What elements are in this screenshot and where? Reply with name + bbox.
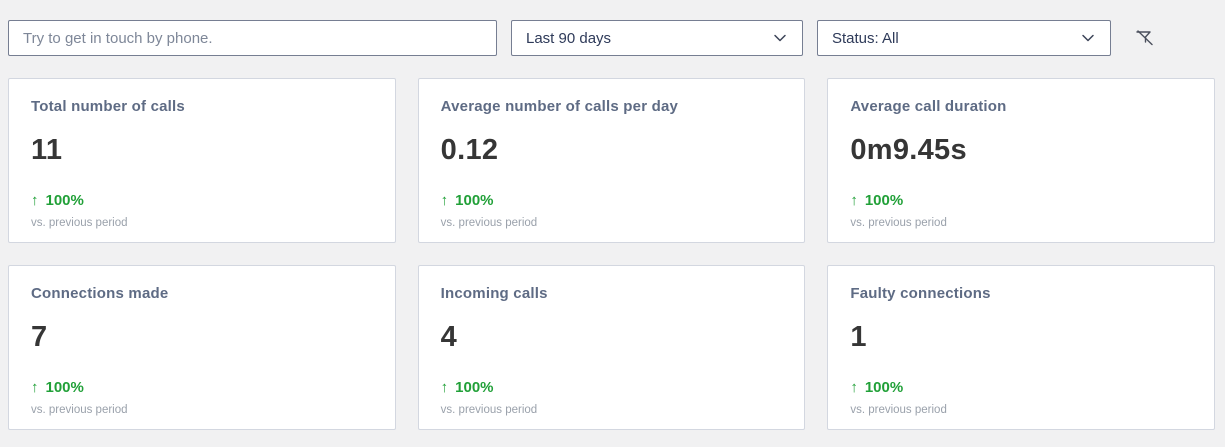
stat-card-total-calls: Total number of calls 11 ↑ 100% vs. prev… <box>8 78 396 243</box>
trend-percent: 100% <box>45 379 84 396</box>
status-dropdown[interactable]: Status: All <box>817 20 1111 56</box>
stat-card-title: Incoming calls <box>440 285 548 302</box>
stat-card-value: 1 <box>850 321 867 353</box>
trend-percent: 100% <box>864 379 904 396</box>
stat-card-comparison: vs. previous period <box>850 404 947 416</box>
trend-percent: 100% <box>455 192 494 209</box>
stat-card-comparison: vs. previous period <box>31 217 128 229</box>
trend-up-icon: ↑ <box>440 192 449 209</box>
trend-up-icon: ↑ <box>440 379 449 396</box>
stat-card-value: 7 <box>31 321 48 353</box>
trend-up-icon: ↑ <box>31 379 39 396</box>
filter-off-icon <box>1133 26 1157 50</box>
trend-up-icon: ↑ <box>850 379 858 396</box>
stat-card-avg-call-duration: Average call duration 0m9.45s ↑ 100% vs.… <box>827 78 1215 243</box>
search-input[interactable] <box>8 20 497 56</box>
filters-toolbar: Last 90 days Status: All <box>0 0 1225 56</box>
stat-card-title: Total number of calls <box>31 98 185 115</box>
chevron-down-icon <box>772 30 788 46</box>
stat-card-faulty-connections: Faulty connections 1 ↑ 100% vs. previous… <box>827 265 1215 430</box>
stat-card-value: 11 <box>31 134 63 166</box>
stat-card-comparison: vs. previous period <box>850 217 947 229</box>
stat-card-incoming-calls: Incoming calls 4 ↑ 100% vs. previous per… <box>417 265 806 430</box>
date-range-dropdown[interactable]: Last 90 days <box>511 20 803 56</box>
clear-filters-button[interactable] <box>1127 20 1163 56</box>
stat-card-comparison: vs. previous period <box>31 404 128 416</box>
trend-up-icon: ↑ <box>31 192 39 209</box>
stat-card-trend: ↑ 100% <box>31 192 373 209</box>
stat-card-value: 0m9.45s <box>850 134 967 166</box>
stat-card-trend: ↑ 100% <box>31 379 373 396</box>
stat-card-connections-made: Connections made 7 ↑ 100% vs. previous p… <box>8 265 396 430</box>
stat-card-title: Faulty connections <box>850 285 991 302</box>
stat-card-comparison: vs. previous period <box>440 217 538 229</box>
stat-card-trend: ↑ 100% <box>441 192 783 209</box>
stats-cards-grid: Total number of calls 11 ↑ 100% vs. prev… <box>0 56 1225 430</box>
trend-percent: 100% <box>45 192 84 209</box>
stat-card-title: Average number of calls per day <box>440 98 679 115</box>
chevron-down-icon <box>1080 30 1096 46</box>
stat-card-title: Average call duration <box>850 98 1007 115</box>
trend-percent: 100% <box>864 192 904 209</box>
date-range-value: Last 90 days <box>526 29 612 47</box>
trend-percent: 100% <box>455 379 494 396</box>
stat-card-title: Connections made <box>31 285 169 302</box>
stat-card-avg-calls-per-day: Average number of calls per day 0.12 ↑ 1… <box>417 78 806 243</box>
stat-card-trend: ↑ 100% <box>850 379 1192 396</box>
stat-card-trend: ↑ 100% <box>441 379 783 396</box>
trend-up-icon: ↑ <box>850 192 858 209</box>
status-value: Status: All <box>832 29 899 47</box>
stat-card-value: 4 <box>440 321 458 353</box>
stat-card-comparison: vs. previous period <box>440 404 538 416</box>
stat-card-trend: ↑ 100% <box>850 192 1192 209</box>
stat-card-value: 0.12 <box>440 134 499 166</box>
